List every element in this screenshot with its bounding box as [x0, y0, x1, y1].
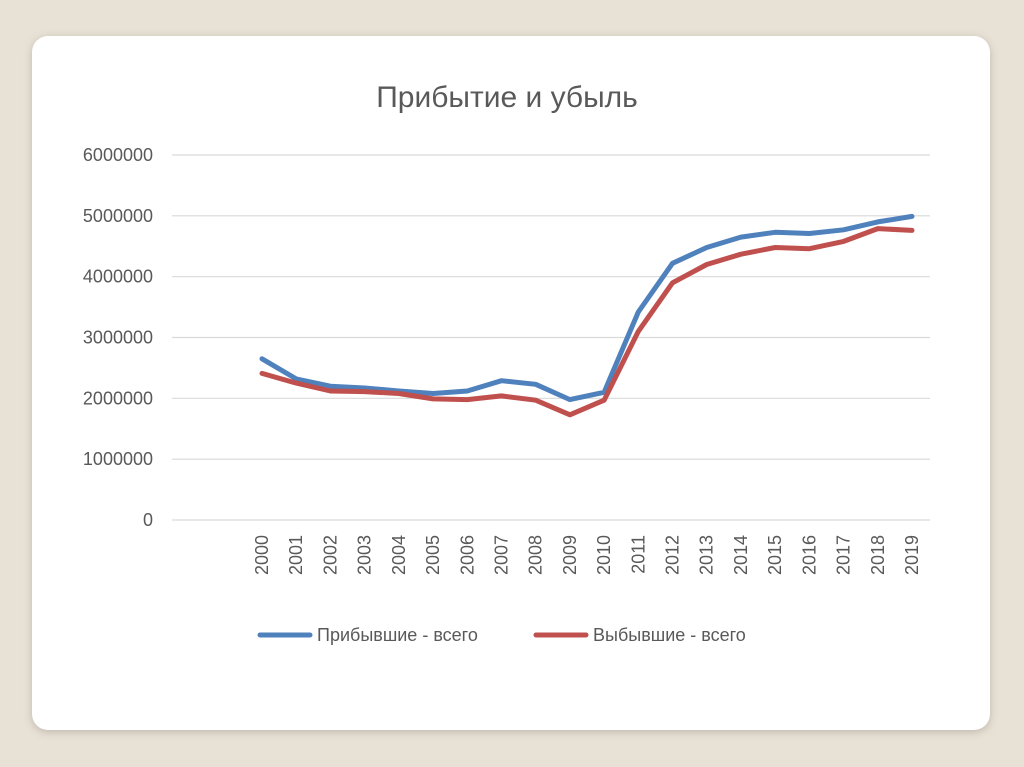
legend: Прибывшие - всего Выбывшие - всего — [257, 625, 746, 645]
x-tick-label: 2012 — [663, 535, 683, 575]
x-tick-label: 2004 — [389, 535, 409, 575]
y-tick-label: 6000000 — [83, 145, 153, 165]
x-axis-tick-labels: 2000 2001 2002 2003 2004 2005 2006 2007 2008 2009… — [252, 535, 922, 575]
series-line-2 — [259, 226, 915, 418]
x-tick-label: 2019 — [902, 535, 922, 575]
x-tick-label: 2005 — [423, 535, 443, 575]
x-tick-label: 2013 — [697, 535, 717, 575]
x-tick-label: 2017 — [834, 535, 854, 575]
gridlines — [172, 154, 930, 521]
x-tick-label: 2014 — [731, 535, 751, 575]
y-tick-label: 0 — [143, 510, 153, 530]
y-axis-tick-labels: 0 1000000 2000000 3000000 4000000 5000000 6000… — [83, 145, 153, 530]
x-tick-label: 2007 — [491, 535, 511, 575]
chart-title: Прибытие и убыль — [376, 81, 638, 114]
legend-label: Выбывшие - всего — [593, 625, 746, 645]
y-tick-label: 3000000 — [83, 328, 153, 348]
x-tick-label: 2016 — [799, 535, 819, 575]
x-tick-label: 2001 — [286, 535, 306, 575]
x-tick-label: 2018 — [868, 535, 888, 575]
legend-label: Прибывшие - всего — [317, 625, 478, 645]
y-tick-label: 5000000 — [83, 206, 153, 226]
x-tick-label: 2008 — [526, 535, 546, 575]
y-tick-label: 4000000 — [83, 267, 153, 287]
x-tick-label: 2006 — [457, 535, 477, 575]
x-tick-label: 2011 — [628, 535, 648, 574]
x-tick-label: 2009 — [560, 535, 580, 575]
x-tick-label: 2002 — [320, 535, 340, 575]
y-tick-label: 2000000 — [83, 388, 153, 408]
y-tick-label: 1000000 — [83, 449, 153, 469]
series-line-1 — [259, 213, 915, 403]
x-tick-label: 2015 — [765, 535, 785, 575]
x-tick-label: 2003 — [355, 535, 375, 575]
x-tick-label: 2010 — [594, 535, 614, 575]
x-tick-label: 2000 — [252, 535, 272, 575]
series-lines — [259, 213, 915, 418]
